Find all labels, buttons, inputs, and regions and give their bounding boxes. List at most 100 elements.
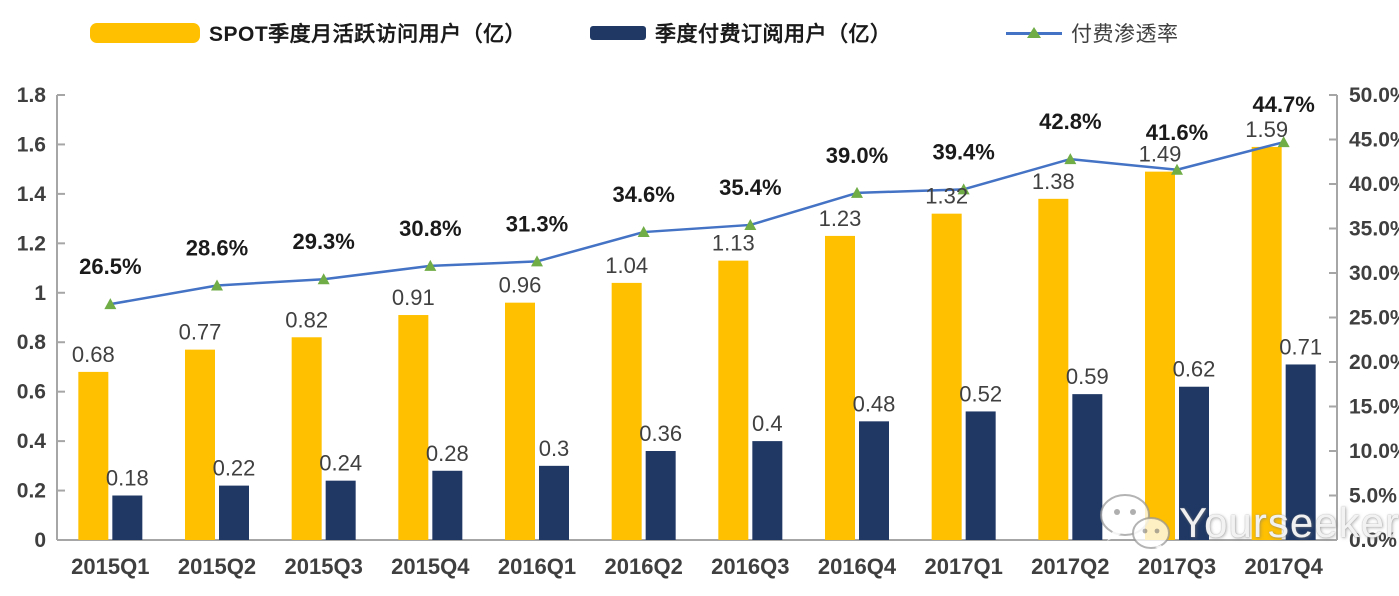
mau-value-label: 1.13 xyxy=(712,231,755,256)
right-axis-tick-label: 45.0% xyxy=(1349,129,1399,152)
x-axis-label: 2017Q1 xyxy=(925,554,1003,579)
legend-item-subs: 季度付费订阅用户（亿） xyxy=(590,18,892,48)
penetration-marker-2015Q4 xyxy=(424,259,437,271)
mau-value-label: 0.82 xyxy=(285,307,328,332)
penetration-marker-2015Q1 xyxy=(104,298,117,310)
mau-legend-swatch xyxy=(90,23,200,43)
penetration-marker-2016Q4 xyxy=(851,186,863,198)
x-axis-label: 2015Q3 xyxy=(285,554,363,579)
x-axis-label: 2016Q1 xyxy=(498,554,576,579)
bar-subs-2015Q3 xyxy=(325,480,356,540)
x-axis-label: 2016Q2 xyxy=(605,554,683,579)
left-axis-tick-label: 0.8 xyxy=(17,331,47,354)
right-axis-tick-label: 35.0% xyxy=(1349,218,1399,241)
x-axis-label: 2017Q3 xyxy=(1138,554,1216,579)
x-axis-label: 2017Q2 xyxy=(1031,554,1109,579)
bar-subs-2016Q1 xyxy=(539,465,569,540)
penetration-value-label: 39.0% xyxy=(826,143,888,168)
bar-mau-2017Q4 xyxy=(1251,146,1282,540)
subs-value-label: 0.22 xyxy=(213,456,256,481)
penetration-value-label: 42.8% xyxy=(1039,109,1101,134)
bar-subs-2017Q4 xyxy=(1285,364,1316,540)
right-axis-tick-label: 50.0% xyxy=(1349,84,1399,107)
bar-mau-2017Q3 xyxy=(1145,171,1175,540)
penetration-legend-marker xyxy=(1006,26,1062,40)
penetration-legend-label: 付费渗透率 xyxy=(1071,23,1179,46)
bar-mau-2016Q2 xyxy=(611,282,642,540)
penetration-marker-2017Q3 xyxy=(1171,163,1183,175)
subs-value-label: 0.3 xyxy=(539,436,570,461)
mau-value-label: 1.23 xyxy=(819,206,862,231)
bar-mau-2015Q4 xyxy=(398,315,429,540)
subs-value-label: 0.4 xyxy=(752,411,783,436)
bar-mau-2017Q1 xyxy=(931,213,962,540)
subs-value-label: 0.36 xyxy=(639,421,682,446)
right-axis-tick-label: 15.0% xyxy=(1349,396,1399,419)
left-axis-tick-label: 1.6 xyxy=(17,133,46,156)
bar-subs-2015Q1 xyxy=(112,495,143,540)
right-axis-tick-label: 25.0% xyxy=(1349,307,1399,330)
subs-value-label: 0.48 xyxy=(853,391,896,416)
x-axis-label: 2017Q4 xyxy=(1245,554,1324,579)
mau-value-label: 1.49 xyxy=(1139,142,1182,167)
penetration-value-label: 39.4% xyxy=(932,139,994,164)
bar-mau-2016Q1 xyxy=(505,302,535,540)
x-axis-label: 2015Q4 xyxy=(391,554,470,579)
x-axis-label: 2015Q1 xyxy=(71,554,149,579)
penetration-value-label: 30.8% xyxy=(399,216,461,241)
penetration-marker-2016Q1 xyxy=(531,255,543,267)
left-axis-tick-label: 1 xyxy=(34,282,46,305)
bar-subs-2016Q4 xyxy=(859,421,889,540)
left-axis-tick-label: 0.6 xyxy=(17,381,46,404)
right-axis-tick-label: 40.0% xyxy=(1349,173,1399,196)
triangle-marker-icon xyxy=(1027,27,1041,38)
mau-value-label: 0.96 xyxy=(499,273,542,298)
bar-subs-2017Q3 xyxy=(1179,386,1209,540)
penetration-value-label: 41.6% xyxy=(1146,120,1208,145)
bar-subs-2016Q3 xyxy=(752,441,783,540)
bar-subs-2017Q2 xyxy=(1072,394,1103,540)
legend-item-mau: SPOT季度月活跃访问用户（亿） xyxy=(90,18,526,48)
subs-legend-label: 季度付费订阅用户（亿） xyxy=(655,23,892,46)
left-axis-tick-label: 0.2 xyxy=(17,480,46,503)
subs-value-label: 0.62 xyxy=(1173,357,1216,382)
penetration-marker-2016Q3 xyxy=(744,218,757,230)
subs-value-label: 0.59 xyxy=(1066,364,1109,389)
bar-subs-2017Q1 xyxy=(965,411,996,540)
subs-value-label: 0.71 xyxy=(1279,334,1322,359)
left-axis-tick-label: 1.8 xyxy=(17,84,47,107)
bar-mau-2017Q2 xyxy=(1038,198,1069,541)
mau-value-label: 1.32 xyxy=(925,184,968,209)
left-axis-tick-label: 0.4 xyxy=(17,430,47,453)
subs-value-label: 0.28 xyxy=(426,441,469,466)
bar-subs-2015Q4 xyxy=(432,470,463,540)
right-axis-tick-label: 20.0% xyxy=(1349,351,1399,374)
mau-value-label: 1.04 xyxy=(605,253,648,278)
x-axis-label: 2016Q4 xyxy=(818,554,897,579)
mau-value-label: 1.38 xyxy=(1032,169,1075,194)
subs-value-label: 0.52 xyxy=(959,381,1002,406)
left-axis-tick-label: 1.2 xyxy=(17,232,46,255)
penetration-marker-2017Q1 xyxy=(957,183,970,195)
mau-value-label: 0.68 xyxy=(72,342,115,367)
bar-mau-2016Q3 xyxy=(718,260,749,540)
mau-value-label: 1.59 xyxy=(1245,117,1288,142)
subs-value-label: 0.24 xyxy=(319,451,362,476)
penetration-value-label: 28.6% xyxy=(186,235,248,260)
right-axis-tick-label: 30.0% xyxy=(1349,262,1399,285)
penetration-marker-2017Q4 xyxy=(1277,136,1290,148)
right-axis-tick-label: 10.0% xyxy=(1349,440,1399,463)
bar-subs-2015Q2 xyxy=(219,485,249,540)
penetration-marker-2016Q2 xyxy=(637,226,650,238)
bar-mau-2015Q2 xyxy=(185,349,215,540)
penetration-line xyxy=(110,140,1284,306)
left-axis-tick-label: 0 xyxy=(34,529,46,552)
penetration-marker-2015Q2 xyxy=(211,279,223,291)
left-axis-tick-label: 1.4 xyxy=(17,183,47,206)
bar-mau-2015Q3 xyxy=(291,337,322,540)
subs-legend-swatch xyxy=(590,26,646,40)
penetration-value-label: 44.7% xyxy=(1252,92,1314,117)
penetration-value-label: 29.3% xyxy=(292,229,354,254)
